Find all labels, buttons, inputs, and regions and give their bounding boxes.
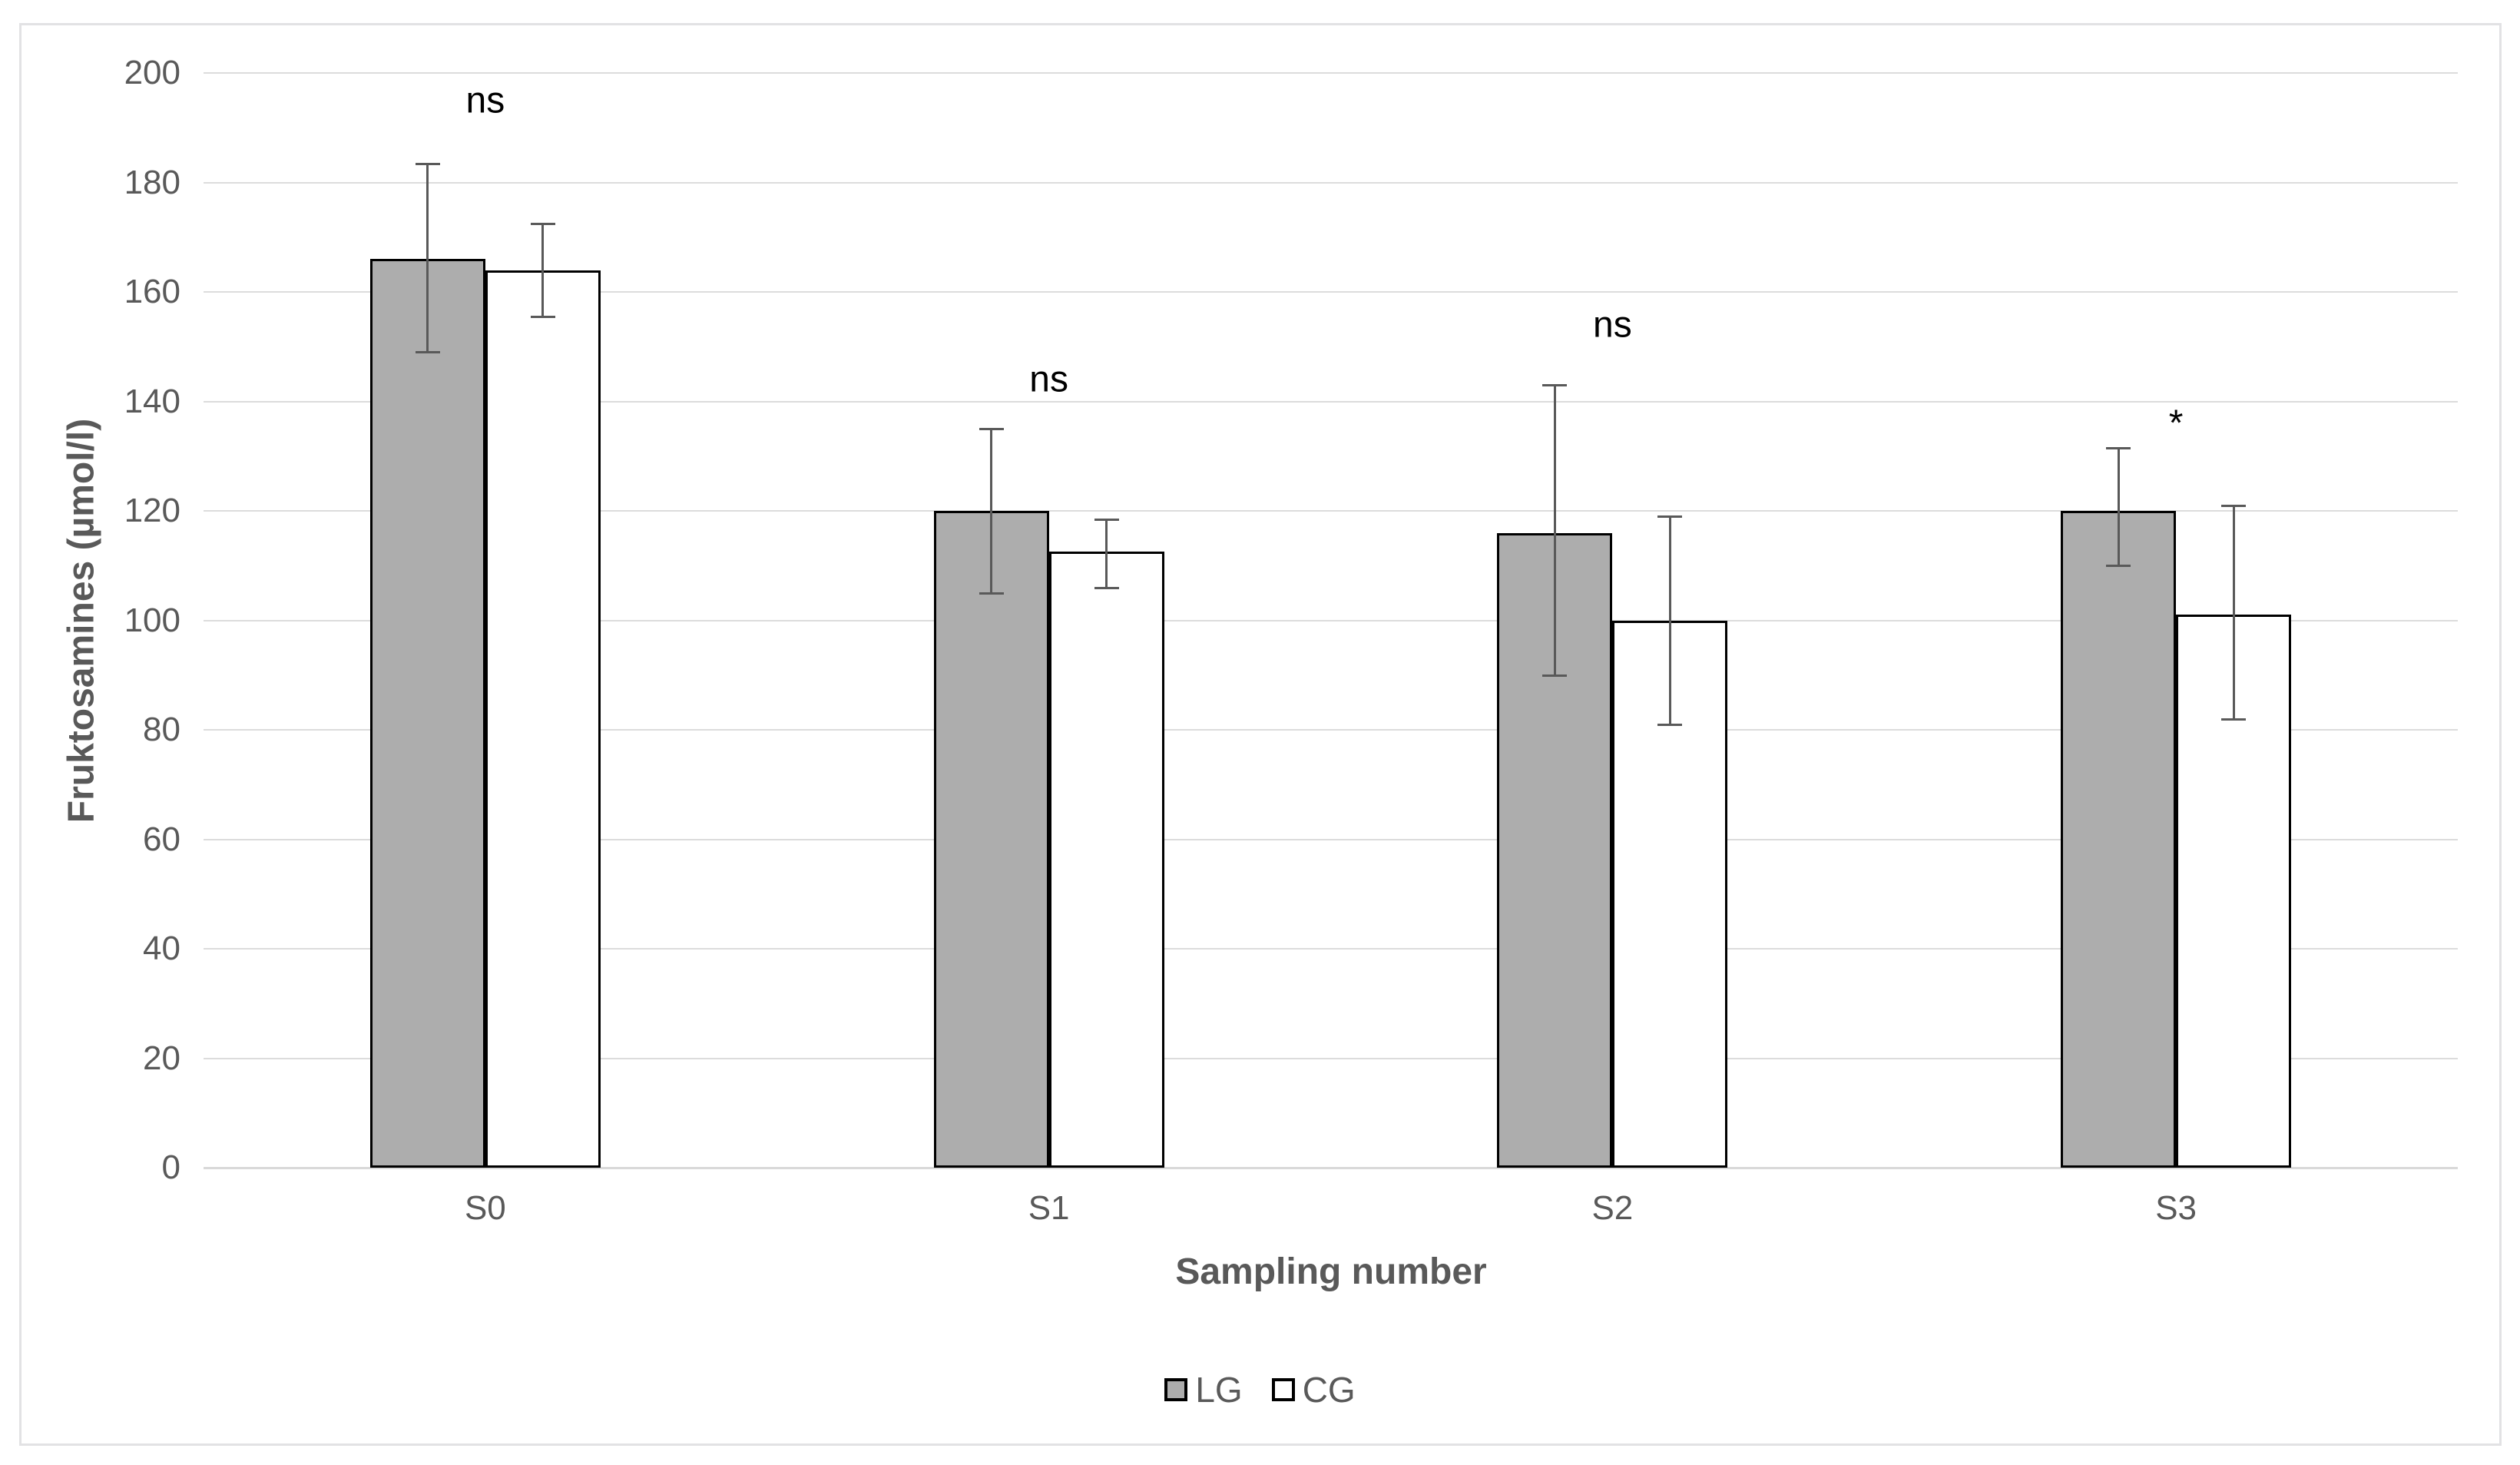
y-tick-label-80: 80 <box>143 711 180 748</box>
gridline-100 <box>204 619 2458 621</box>
x-tick-label-s1: S1 <box>1028 1189 1070 1227</box>
y-tick-label-20: 20 <box>143 1039 180 1077</box>
error-cap-top-cg-s2 <box>1657 515 1683 519</box>
chart-figure: 0 20 40 60 80 100 120 140 160 180 200 S0 S1 S2 S3 ns ns n… <box>19 23 2502 1446</box>
error-cap-bottom-lg-s1 <box>979 592 1004 595</box>
bar-lg-s3 <box>2061 511 2177 1168</box>
significance-annotation-s0: ns <box>465 80 505 121</box>
error-bar-cg-s2 <box>1668 516 1671 724</box>
error-cap-bottom-cg-s2 <box>1657 723 1683 726</box>
error-bar-cg-s3 <box>2232 505 2235 719</box>
error-bar-lg-s1 <box>990 429 993 593</box>
gridline-200 <box>204 72 2458 74</box>
error-bar-lg-s2 <box>1553 385 1556 675</box>
gridline-40 <box>204 948 2458 950</box>
y-tick-label-100: 100 <box>124 601 180 639</box>
error-cap-top-cg-s0 <box>530 222 555 225</box>
error-bar-cg-s0 <box>541 223 545 317</box>
error-cap-bottom-lg-s2 <box>1542 674 1568 677</box>
bar-cg-s1 <box>1048 552 1164 1168</box>
significance-annotation-s2: ns <box>1593 304 1632 346</box>
bar-cg-s0 <box>485 270 601 1168</box>
gridline-160 <box>204 291 2458 293</box>
x-tick-label-s2: S2 <box>1591 1189 1634 1227</box>
y-tick-label-120: 120 <box>124 492 180 529</box>
y-tick-label-160: 160 <box>124 273 180 310</box>
x-tick-label-s3: S3 <box>2155 1189 2197 1227</box>
chart-legend: LG CG <box>0 1369 2520 1410</box>
legend-swatch-lg <box>1164 1378 1188 1401</box>
y-tick-label-60: 60 <box>143 820 180 858</box>
y-tick-label-200: 200 <box>124 54 180 91</box>
x-axis-line <box>204 1167 2458 1169</box>
legend-item-cg: CG <box>1271 1369 1356 1410</box>
error-cap-bottom-lg-s3 <box>2106 565 2131 568</box>
error-cap-top-lg-s0 <box>415 162 440 165</box>
error-cap-bottom-lg-s0 <box>415 351 440 354</box>
gridline-20 <box>204 1057 2458 1059</box>
y-tick-label-40: 40 <box>143 930 180 967</box>
significance-annotation-s1: ns <box>1029 359 1068 400</box>
error-cap-bottom-cg-s0 <box>530 316 555 319</box>
gridline-120 <box>204 510 2458 512</box>
y-tick-label-180: 180 <box>124 163 180 201</box>
error-cap-top-cg-s1 <box>1094 518 1119 521</box>
bar-lg-s1 <box>933 511 1049 1168</box>
error-bar-lg-s0 <box>426 163 429 353</box>
error-cap-bottom-cg-s1 <box>1094 586 1119 589</box>
x-axis-title: Sampling number <box>1175 1251 1487 1292</box>
legend-label-cg: CG <box>1302 1370 1356 1410</box>
gridline-140 <box>204 400 2458 403</box>
error-cap-top-lg-s2 <box>1542 384 1568 387</box>
gridline-60 <box>204 838 2458 840</box>
legend-swatch-cg <box>1271 1378 1295 1401</box>
error-cap-bottom-cg-s3 <box>2221 718 2247 721</box>
gridline-80 <box>204 729 2458 731</box>
error-cap-top-lg-s3 <box>2106 447 2131 450</box>
error-bar-lg-s3 <box>2117 448 2120 566</box>
error-cap-top-lg-s1 <box>979 428 1004 431</box>
x-tick-label-s0: S0 <box>464 1189 506 1227</box>
error-cap-top-cg-s3 <box>2221 504 2247 507</box>
gridline-180 <box>204 181 2458 184</box>
y-tick-label-0: 0 <box>161 1148 180 1186</box>
y-axis-title: Fruktosamines (µmol/l) <box>61 418 102 824</box>
legend-item-lg: LG <box>1164 1369 1243 1410</box>
legend-label-lg: LG <box>1195 1370 1243 1410</box>
error-bar-cg-s1 <box>1105 519 1108 588</box>
significance-annotation-s3: * <box>2168 403 2184 444</box>
y-tick-label-140: 140 <box>124 382 180 420</box>
bar-lg-s0 <box>369 259 485 1168</box>
